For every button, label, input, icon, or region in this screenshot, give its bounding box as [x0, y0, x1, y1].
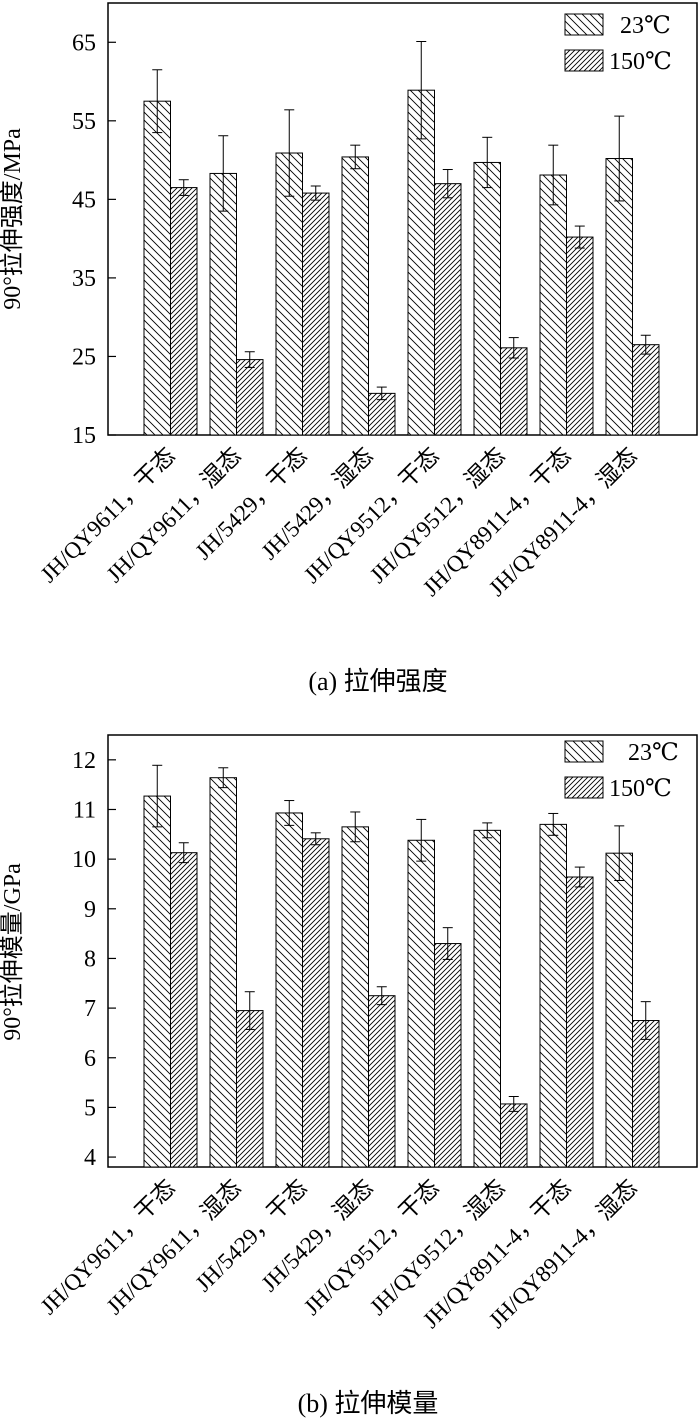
bar	[170, 187, 198, 436]
legend-label-23c: 23℃	[620, 13, 671, 39]
legend-swatch-150c	[564, 49, 604, 72]
chart-marks	[143, 764, 660, 1168]
y-axis: 4 5 6 7 8 9 10 11 12	[72, 748, 116, 1171]
tensile-modulus-chart: 4 5 6 7 8 9 10 11 12 JH/QY9611，干态JH/QY9611，湿态JH/…	[0, 734, 698, 1418]
y-tick-label: 55	[72, 109, 96, 135]
bar	[275, 152, 303, 436]
category-label: JH/5429，干态	[190, 1175, 312, 1297]
legend-swatch-150c	[564, 776, 604, 799]
bar	[170, 852, 198, 1168]
bar	[539, 823, 567, 1168]
x-axis-categories: JH/QY9611，干态JH/QY9611，湿态JH/5429，干态JH/542…	[36, 443, 642, 601]
bar	[236, 1010, 264, 1168]
y-tick-label: 9	[84, 897, 96, 923]
caption-a: (a) 拉伸强度	[308, 667, 447, 696]
y-tick-label: 15	[72, 423, 96, 449]
bar	[605, 158, 633, 436]
bar	[434, 943, 462, 1168]
bar	[143, 100, 171, 436]
bar	[566, 236, 594, 436]
legend-swatch-23c	[564, 13, 604, 36]
legend-swatch-23c	[564, 740, 604, 763]
bar	[407, 839, 435, 1168]
y-tick-label: 5	[84, 1095, 96, 1121]
caption-b: (b) 拉伸模量	[298, 1389, 439, 1418]
y-tick-label: 65	[72, 30, 96, 56]
bar	[566, 876, 594, 1168]
category-label: JH/5429，干态	[190, 443, 312, 565]
y-tick-label: 8	[84, 946, 96, 972]
chart-marks	[143, 40, 660, 436]
bar	[500, 1103, 528, 1168]
bar	[302, 192, 330, 436]
bar	[236, 359, 264, 436]
bar	[143, 795, 171, 1168]
legend: 23℃ 150℃	[564, 740, 679, 802]
y-axis-title: 90°拉伸强度/MPa	[0, 128, 26, 310]
y-tick-label: 35	[72, 266, 96, 292]
y-axis: 15 25 35 45 55 65	[72, 30, 116, 449]
category-label: JH/5429，湿态	[256, 1175, 378, 1297]
bar	[632, 344, 660, 436]
bar	[434, 183, 462, 436]
y-tick-label: 6	[84, 1046, 96, 1072]
legend-label-150c: 150℃	[609, 776, 672, 802]
category-label: JH/5429，湿态	[256, 443, 378, 565]
bar	[473, 161, 501, 436]
y-tick-label: 4	[84, 1145, 96, 1171]
bar	[500, 347, 528, 436]
bar	[209, 777, 237, 1168]
y-tick-label: 7	[84, 996, 96, 1022]
legend: 23℃ 150℃	[564, 13, 672, 75]
bar	[341, 156, 369, 436]
legend-label-150c: 150℃	[609, 49, 672, 75]
bar	[539, 174, 567, 436]
y-tick-label: 45	[72, 187, 96, 213]
y-axis-title: 90°拉伸模量/GPa	[0, 863, 26, 1041]
bar	[605, 852, 633, 1168]
y-tick-label: 10	[72, 847, 96, 873]
bar	[407, 89, 435, 436]
bar	[632, 1020, 660, 1168]
bar	[368, 995, 396, 1168]
legend-label-23c: 23℃	[628, 740, 679, 766]
bar	[302, 838, 330, 1168]
plot-frame	[107, 734, 698, 1168]
y-tick-label: 12	[72, 748, 96, 774]
plot-frame	[107, 2, 698, 436]
y-tick-label: 11	[73, 797, 96, 823]
tensile-strength-chart: 15 25 35 45 55 65 JH/QY9611，干态JH/QY9611，湿态JH/…	[0, 2, 698, 696]
bar	[473, 829, 501, 1168]
bar	[209, 172, 237, 436]
bar	[341, 826, 369, 1168]
bar	[275, 812, 303, 1168]
y-tick-label: 25	[72, 344, 96, 370]
x-axis-categories: JH/QY9611，干态JH/QY9611，湿态JH/5429，干态JH/542…	[36, 1175, 642, 1333]
